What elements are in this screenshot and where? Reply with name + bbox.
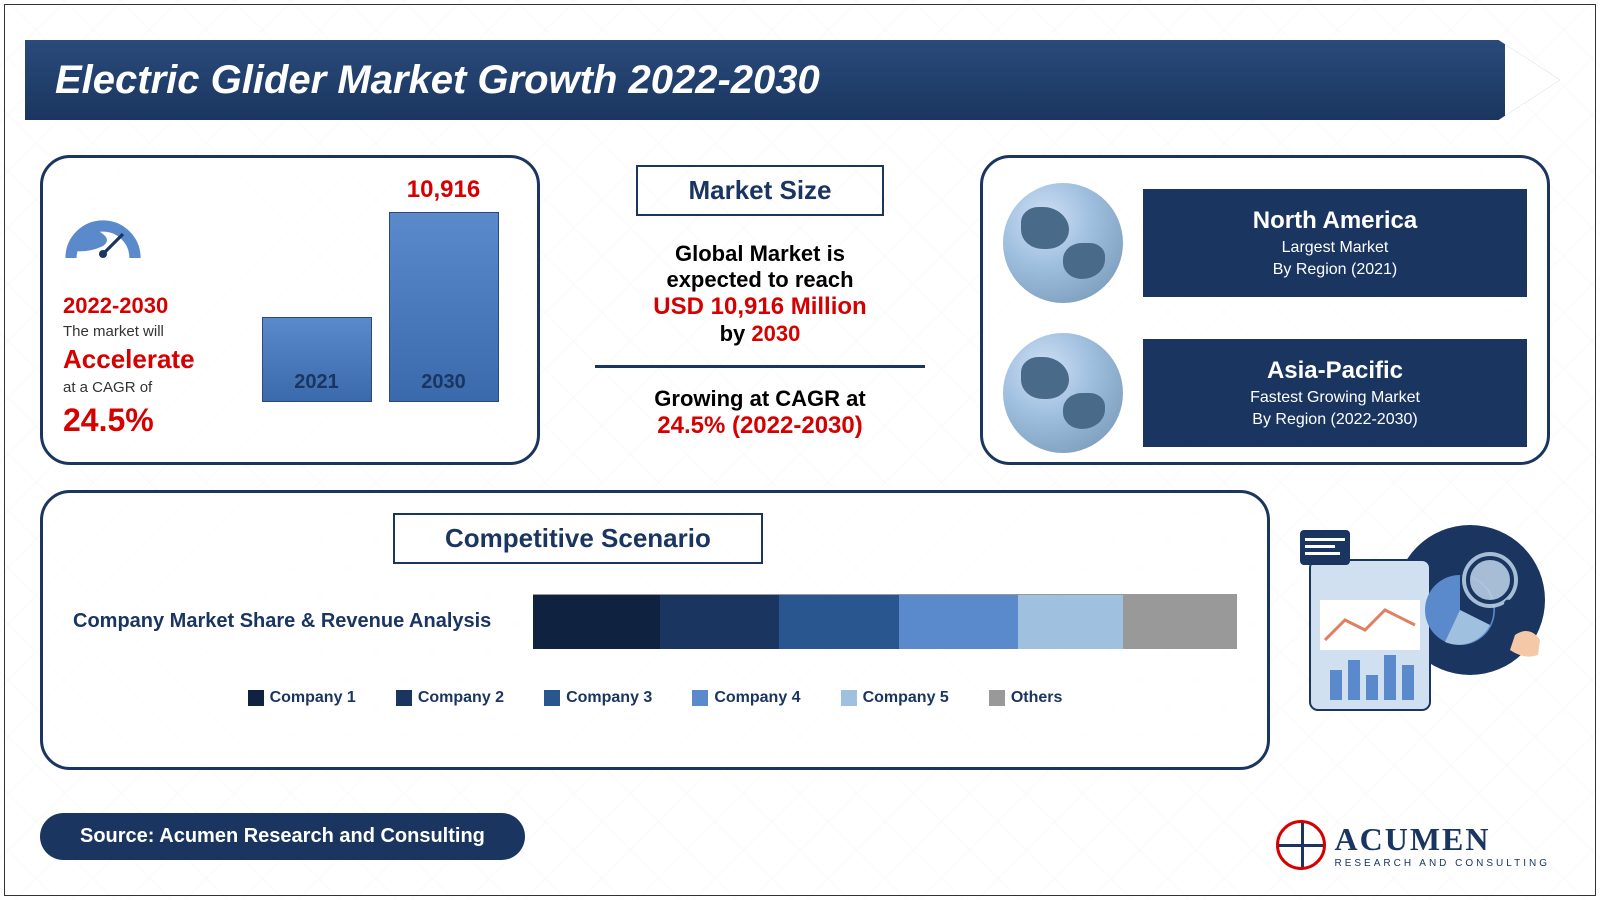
- period-label: 2022-2030: [63, 293, 243, 319]
- legend-label: Company 2: [418, 689, 504, 707]
- bar-value-label: 10,916: [407, 176, 480, 204]
- legend-item: Company 4: [692, 689, 800, 707]
- market-will-text: The market will: [63, 323, 243, 340]
- legend-label: Company 5: [863, 689, 949, 707]
- legend-swatch: [692, 690, 708, 706]
- globe-icon: [1003, 183, 1123, 303]
- region-name: Asia-Pacific: [1168, 357, 1502, 385]
- logo-sub-text: RESEARCH AND CONSULTING: [1334, 858, 1550, 869]
- analytics-illustration: [1290, 510, 1550, 730]
- market-share-bar: [533, 594, 1237, 649]
- bar-year-label: 2021: [294, 371, 339, 394]
- market-size-card: Market Size Global Market is expected to…: [565, 155, 955, 465]
- region-desc: Fastest Growing Market: [1168, 389, 1502, 407]
- logo-main-text: ACUMEN: [1334, 821, 1550, 858]
- region-row: North America Largest Market By Region (20…: [1003, 183, 1527, 303]
- legend: Company 1 Company 2 Company 3 Company 4 Comp…: [73, 689, 1237, 707]
- market-size-title: Market Size: [636, 165, 883, 216]
- ms-text-1: Global Market is: [575, 241, 945, 267]
- growth-bar-chart: 2021 10,916 2030: [243, 178, 517, 442]
- ms-cagr-line: 24.5% (2022-2030): [575, 412, 945, 440]
- region-info-box: Asia-Pacific Fastest Growing Market By Reg…: [1143, 339, 1527, 447]
- share-analysis-label: Company Market Share & Revenue Analysis: [73, 610, 533, 633]
- growth-card: 2022-2030 The market will Accelerate at …: [40, 155, 540, 465]
- bar-year-label: 2030: [421, 371, 466, 394]
- region-info-box: North America Largest Market By Region (20…: [1143, 189, 1527, 297]
- share-segment: [660, 595, 780, 649]
- legend-label: Company 3: [566, 689, 652, 707]
- legend-label: Others: [1011, 689, 1063, 707]
- bar-group: 10,916 2030: [389, 176, 499, 402]
- legend-item: Company 5: [841, 689, 949, 707]
- region-desc: By Region (2021): [1168, 261, 1502, 279]
- legend-label: Company 1: [270, 689, 356, 707]
- accelerate-text: Accelerate: [63, 344, 243, 375]
- page-title: Electric Glider Market Growth 2022-2030: [55, 58, 820, 103]
- region-desc: Largest Market: [1168, 239, 1502, 257]
- logo-globe-icon: [1276, 820, 1326, 870]
- competitive-card: Competitive Scenario Company Market Shar…: [40, 490, 1270, 770]
- legend-item: Company 3: [544, 689, 652, 707]
- source-label: Source: Acumen Research and Consulting: [40, 813, 525, 860]
- region-name: North America: [1168, 207, 1502, 235]
- share-segment: [533, 595, 660, 649]
- ms-highlight-value: USD 10,916 Million: [575, 293, 945, 321]
- ms-text-2: expected to reach: [575, 267, 945, 293]
- legend-swatch: [544, 690, 560, 706]
- legend-item: Company 1: [248, 689, 356, 707]
- region-desc: By Region (2022-2030): [1168, 411, 1502, 429]
- legend-swatch: [396, 690, 412, 706]
- ms-by-year: by 2030: [575, 321, 945, 347]
- title-banner: Electric Glider Market Growth 2022-2030: [25, 40, 1560, 120]
- share-segment: [1018, 595, 1123, 649]
- share-segment: [1123, 595, 1235, 649]
- legend-item: Company 2: [396, 689, 504, 707]
- legend-item: Others: [989, 689, 1063, 707]
- competitive-title: Competitive Scenario: [393, 513, 763, 564]
- legend-label: Company 4: [714, 689, 800, 707]
- legend-swatch: [989, 690, 1005, 706]
- cagr-label: at a CAGR of: [63, 379, 243, 396]
- regions-card: North America Largest Market By Region (20…: [980, 155, 1550, 465]
- divider: [595, 365, 925, 368]
- cagr-value: 24.5%: [63, 402, 243, 439]
- company-logo: ACUMEN RESEARCH AND CONSULTING: [1276, 820, 1550, 870]
- region-row: Asia-Pacific Fastest Growing Market By Reg…: [1003, 333, 1527, 453]
- ms-growing-text: Growing at CAGR at: [575, 386, 945, 412]
- legend-swatch: [841, 690, 857, 706]
- speedometer-icon: [63, 208, 143, 268]
- share-segment: [899, 595, 1019, 649]
- bar-group: 2021: [262, 317, 372, 402]
- legend-swatch: [248, 690, 264, 706]
- globe-icon: [1003, 333, 1123, 453]
- share-segment: [779, 595, 899, 649]
